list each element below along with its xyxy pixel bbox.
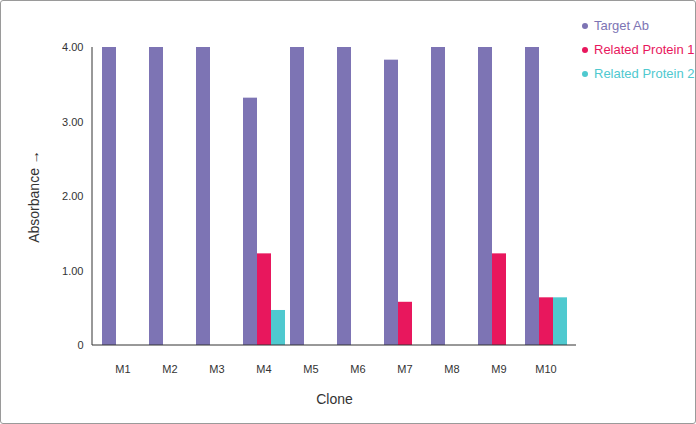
svg-text:M6: M6 xyxy=(350,363,365,375)
html-text:Related Protein 2: Related Protein 2 xyxy=(594,66,695,81)
svg-text:4.00: 4.00 xyxy=(62,41,83,53)
svg-text:M9: M9 xyxy=(491,363,506,375)
svg-text:M4: M4 xyxy=(256,363,271,375)
svg-text:M3: M3 xyxy=(209,363,224,375)
svg-text:Clone: Clone xyxy=(316,391,353,407)
svg-text:1.00: 1.00 xyxy=(62,265,83,277)
svg-text:M7: M7 xyxy=(397,363,412,375)
svg-text:M1: M1 xyxy=(115,363,130,375)
svg-text:M10: M10 xyxy=(535,363,556,375)
svg-text:Absorbance →: Absorbance → xyxy=(26,150,42,243)
svg-text:2.00: 2.00 xyxy=(62,190,83,202)
html-text:Target Ab: Target Ab xyxy=(594,18,649,33)
svg-text:0: 0 xyxy=(77,339,83,351)
svg-text:M8: M8 xyxy=(444,363,459,375)
html-text:Related Protein 1: Related Protein 1 xyxy=(594,42,695,57)
svg-text:3.00: 3.00 xyxy=(62,116,83,128)
svg-text:M5: M5 xyxy=(303,363,318,375)
svg-text:M2: M2 xyxy=(162,363,177,375)
